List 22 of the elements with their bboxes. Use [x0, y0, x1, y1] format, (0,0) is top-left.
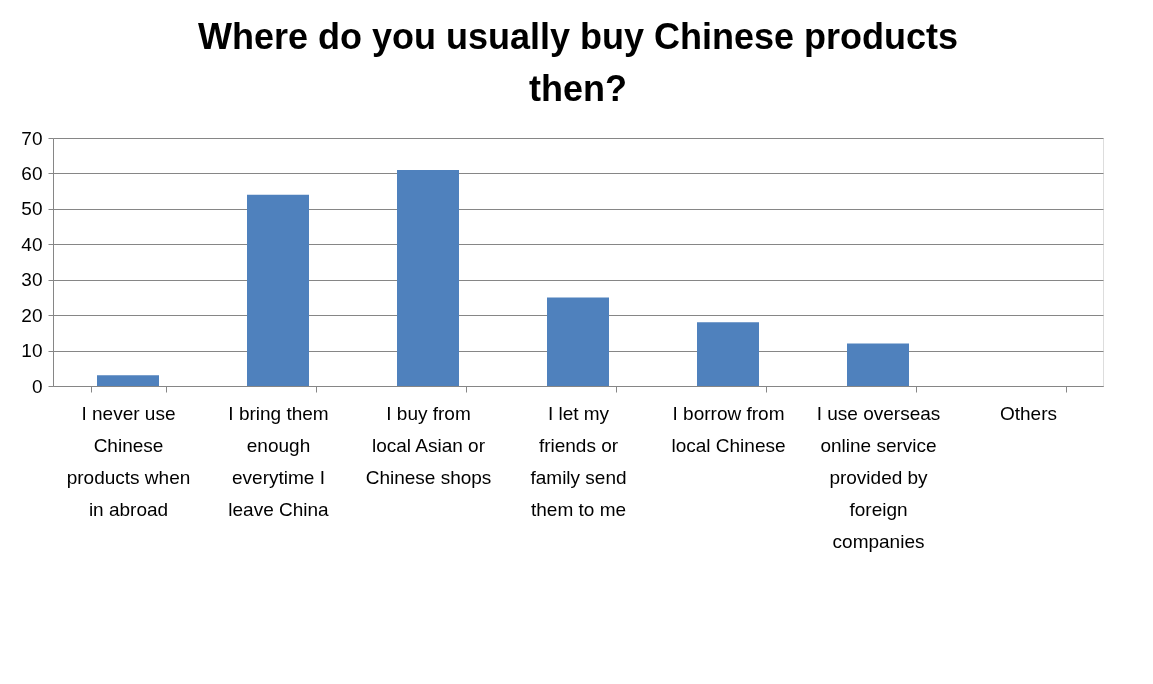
y-tick-label: 70 — [21, 127, 43, 149]
bar — [397, 169, 459, 386]
x-tick-label: I never use Chinese products when in abroad — [66, 402, 191, 520]
y-tick-label: 40 — [21, 233, 43, 255]
y-tick-label: 0 — [31, 375, 43, 397]
y-tick-label: 10 — [21, 340, 43, 362]
x-tick-label: I use overseas online service provided by foreign companies — [816, 402, 941, 552]
y-tick-label: 30 — [21, 269, 43, 291]
chart-title: Where do you usually buy Chinese products then? — [197, 16, 959, 109]
bar — [697, 322, 759, 386]
y-tick-label: 20 — [21, 304, 43, 326]
x-tick-label: I let my friends or family send them to me — [530, 402, 627, 520]
y-tick-label: 60 — [21, 162, 43, 184]
x-tick-label: I borrow from local Chinese — [671, 402, 786, 456]
x-tick-label: I bring them enough everytime I leave China — [228, 402, 330, 520]
bar — [547, 297, 609, 386]
bar — [847, 343, 909, 386]
y-tick-label: 50 — [21, 198, 43, 220]
x-tick-label: I buy from local Asian or Chinese shops — [365, 402, 492, 488]
bar — [247, 194, 309, 386]
x-tick-label: Others — [999, 402, 1058, 424]
bar — [97, 375, 159, 386]
